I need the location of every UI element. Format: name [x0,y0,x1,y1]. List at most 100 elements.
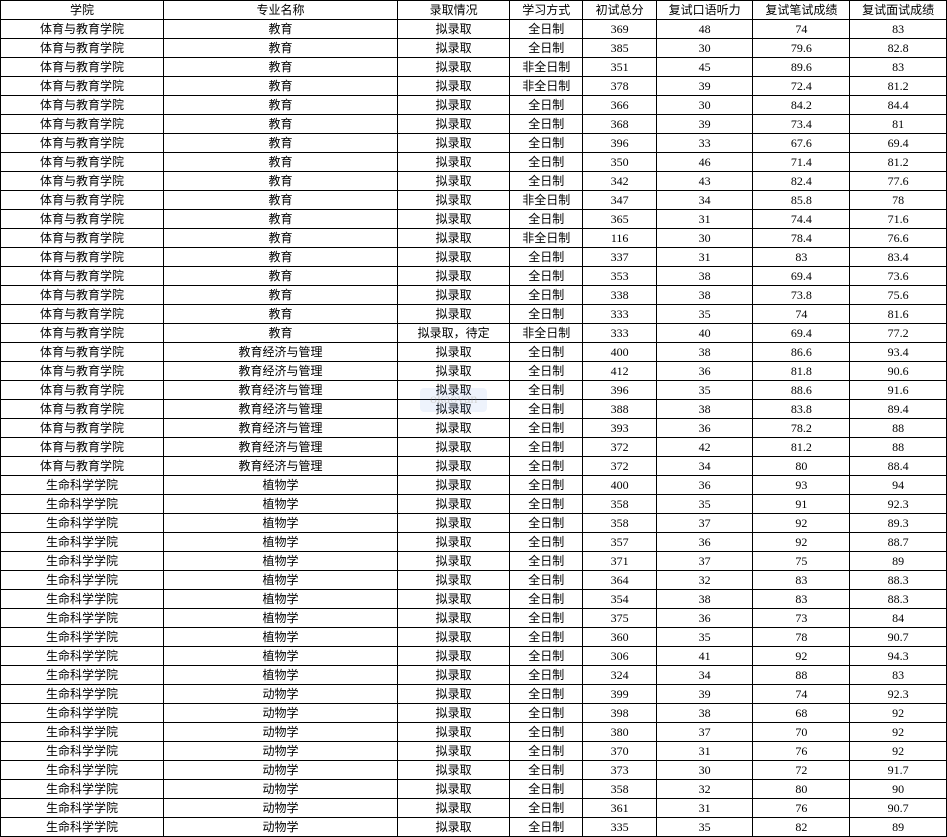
table-cell: 76.6 [850,229,947,248]
table-cell: 拟录取 [398,685,510,704]
table-row: 生命科学学院动物学拟录取全日制398386892 [1,704,947,723]
header-oral-score: 复试口语听力 [656,1,753,20]
table-row: 生命科学学院植物学拟录取全日制357369288.7 [1,533,947,552]
table-cell: 31 [656,742,753,761]
table-cell: 全日制 [510,172,583,191]
table-cell: 体育与教育学院 [1,115,164,134]
table-cell: 教育经济与管理 [163,362,397,381]
table-cell: 80 [753,780,850,799]
table-cell: 全日制 [510,533,583,552]
table-cell: 体育与教育学院 [1,419,164,438]
table-cell: 教育 [163,153,397,172]
table-row: 生命科学学院动物学拟录取全日制335358289 [1,818,947,837]
table-cell: 338 [583,286,656,305]
table-row: 生命科学学院动物学拟录取全日制399397492.3 [1,685,947,704]
table-row: 体育与教育学院教育拟录取，待定非全日制3334069.477.2 [1,324,947,343]
table-cell: 83 [850,58,947,77]
table-cell: 教育 [163,77,397,96]
table-cell: 全日制 [510,780,583,799]
table-cell: 91 [753,495,850,514]
table-cell: 89.6 [753,58,850,77]
table-cell: 354 [583,590,656,609]
table-cell: 31 [656,248,753,267]
table-cell: 拟录取 [398,153,510,172]
table-row: 生命科学学院植物学拟录取全日制360357890.7 [1,628,947,647]
table-row: 体育与教育学院教育拟录取全日制3683973.481 [1,115,947,134]
table-cell: 370 [583,742,656,761]
table-cell: 生命科学学院 [1,647,164,666]
table-cell: 31 [656,210,753,229]
table-cell: 生命科学学院 [1,495,164,514]
table-row: 体育与教育学院教育拟录取全日制3853079.682.8 [1,39,947,58]
table-cell: 347 [583,191,656,210]
table-row: 体育与教育学院教育拟录取非全日制1163078.476.6 [1,229,947,248]
table-cell: 412 [583,362,656,381]
table-cell: 81.6 [850,305,947,324]
table-cell: 拟录取 [398,305,510,324]
table-cell: 83 [850,20,947,39]
table-cell: 全日制 [510,704,583,723]
table-cell: 400 [583,476,656,495]
table-cell: 306 [583,647,656,666]
table-cell: 生命科学学院 [1,704,164,723]
table-cell: 324 [583,666,656,685]
table-cell: 75.6 [850,286,947,305]
table-cell: 拟录取 [398,476,510,495]
table-cell: 全日制 [510,457,583,476]
table-cell: 教育经济与管理 [163,438,397,457]
table-cell: 生命科学学院 [1,609,164,628]
table-cell: 全日制 [510,381,583,400]
table-cell: 体育与教育学院 [1,153,164,172]
table-cell: 拟录取 [398,438,510,457]
table-row: 生命科学学院植物学拟录取全日制358359192.3 [1,495,947,514]
table-cell: 92 [753,647,850,666]
table-cell: 拟录取 [398,457,510,476]
table-cell: 333 [583,324,656,343]
table-cell: 生命科学学院 [1,552,164,571]
table-cell: 生命科学学院 [1,761,164,780]
table-cell: 35 [656,305,753,324]
table-row: 体育与教育学院教育经济与管理拟录取全日制4003886.693.4 [1,343,947,362]
table-row: 体育与教育学院教育拟录取非全日制3783972.481.2 [1,77,947,96]
table-cell: 375 [583,609,656,628]
table-cell: 38 [656,400,753,419]
table-row: 生命科学学院动物学拟录取全日制380377092 [1,723,947,742]
table-cell: 342 [583,172,656,191]
table-cell: 教育 [163,172,397,191]
table-cell: 体育与教育学院 [1,381,164,400]
table-cell: 68 [753,704,850,723]
table-cell: 358 [583,495,656,514]
table-cell: 拟录取 [398,799,510,818]
table-cell: 体育与教育学院 [1,172,164,191]
table-cell: 80 [753,457,850,476]
table-cell: 拟录取 [398,666,510,685]
table-cell: 生命科学学院 [1,533,164,552]
table-row: 体育与教育学院教育拟录取全日制3424382.477.6 [1,172,947,191]
table-cell: 69.4 [753,267,850,286]
table-cell: 37 [656,514,753,533]
header-status: 录取情况 [398,1,510,20]
table-cell: 拟录取 [398,58,510,77]
table-cell: 体育与教育学院 [1,324,164,343]
table-cell: 37 [656,723,753,742]
table-cell: 全日制 [510,305,583,324]
table-cell: 全日制 [510,134,583,153]
table-cell: 90.7 [850,799,947,818]
table-cell: 教育 [163,286,397,305]
table-row: 生命科学学院植物学拟录取全日制306419294.3 [1,647,947,666]
table-cell: 生命科学学院 [1,628,164,647]
table-cell: 36 [656,362,753,381]
header-row: 学院 专业名称 录取情况 学习方式 初试总分 复试口语听力 复试笔试成绩 复试面… [1,1,947,20]
table-cell: 30 [656,229,753,248]
table-body: 体育与教育学院教育拟录取全日制369487483体育与教育学院教育拟录取全日制3… [1,20,947,837]
table-row: 体育与教育学院教育拟录取全日制3383873.875.6 [1,286,947,305]
table-cell: 植物学 [163,590,397,609]
table-cell: 39 [656,77,753,96]
table-cell: 92 [850,723,947,742]
table-cell: 体育与教育学院 [1,210,164,229]
table-cell: 生命科学学院 [1,818,164,837]
table-cell: 体育与教育学院 [1,134,164,153]
header-initial-score: 初试总分 [583,1,656,20]
table-cell: 生命科学学院 [1,685,164,704]
table-cell: 拟录取 [398,780,510,799]
